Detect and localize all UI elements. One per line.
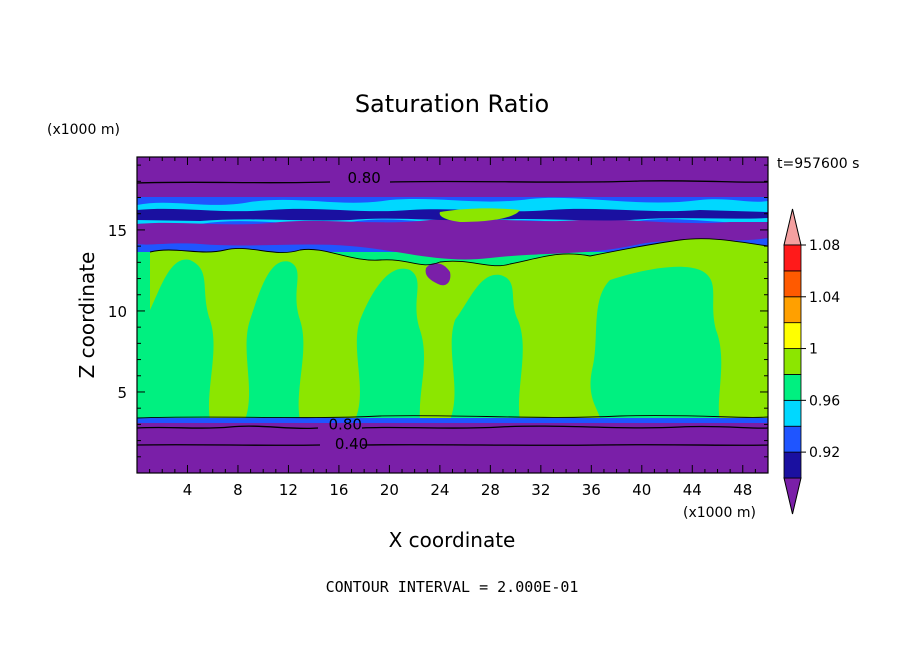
y-tick-label: 5 bbox=[117, 384, 127, 402]
x-axis-title: X coordinate bbox=[389, 528, 516, 552]
y-tick-label: 10 bbox=[108, 303, 127, 321]
contour-moist-outline bbox=[149, 238, 768, 267]
colorbar-label: 1.04 bbox=[809, 290, 840, 306]
layer-lower-dry bbox=[137, 420, 768, 473]
colorbar-band bbox=[783, 296, 802, 324]
colorbar-arrow-top bbox=[783, 208, 802, 246]
contour-080-upper bbox=[137, 180, 768, 184]
contour-040-lower bbox=[137, 444, 768, 446]
y-unit-label: (x1000 m) bbox=[47, 122, 120, 138]
contour-label: 0.80 bbox=[347, 169, 380, 187]
layer-upper-dry bbox=[137, 157, 768, 197]
x-tick-label: 4 bbox=[183, 481, 193, 499]
x-tick-label: 28 bbox=[481, 481, 500, 499]
x-tick-label: 8 bbox=[233, 481, 243, 499]
x-axis: 4 8 12 16 20 24 28 32 36 40 44 48 bbox=[149, 157, 756, 499]
colorbar-label: 0.96 bbox=[809, 393, 840, 409]
region-supersat-green bbox=[150, 238, 768, 420]
region-tropopause-dry bbox=[137, 218, 768, 260]
colorbar-band bbox=[783, 425, 802, 453]
region-upper-green bbox=[439, 208, 520, 222]
x-tick-label: 44 bbox=[683, 481, 702, 499]
y-axis: 5 10 15 bbox=[108, 164, 768, 458]
x-tick-label: 24 bbox=[430, 481, 449, 499]
contour-cloud-top bbox=[137, 415, 768, 419]
colorbar-band bbox=[783, 244, 802, 272]
contour-interval-footer: CONTOUR INTERVAL = 2.000E-01 bbox=[326, 578, 579, 596]
x-tick-label: 32 bbox=[531, 481, 550, 499]
colorbar-band bbox=[783, 451, 802, 479]
chart-title: Saturation Ratio bbox=[355, 90, 549, 118]
y-axis-title: Z coordinate bbox=[75, 252, 99, 379]
x-tick-label: 40 bbox=[632, 481, 651, 499]
x-unit-label: (x1000 m) bbox=[683, 505, 756, 521]
contour-label: 0.40 bbox=[335, 435, 368, 453]
colorbar-band bbox=[783, 322, 802, 349]
x-tick-label: 36 bbox=[582, 481, 601, 499]
plot-area: 0.80 0.80 0.40 bbox=[137, 157, 768, 473]
colorbar-label: 1.08 bbox=[809, 238, 840, 254]
x-tick-label: 16 bbox=[329, 481, 348, 499]
region-dry-pocket bbox=[425, 263, 451, 286]
y-tick-label: 15 bbox=[108, 222, 127, 240]
colorbar-band bbox=[783, 399, 802, 427]
x-tick-label: 12 bbox=[279, 481, 298, 499]
colorbar-label: 1 bbox=[809, 342, 818, 358]
contour-label: 0.80 bbox=[329, 415, 362, 433]
colorbar-label: 0.92 bbox=[809, 445, 840, 461]
x-tick-label: 48 bbox=[733, 481, 752, 499]
colorbar-band bbox=[783, 374, 802, 401]
colorbar-band bbox=[783, 348, 802, 375]
x-tick-label: 20 bbox=[380, 481, 399, 499]
time-label: t=957600 s bbox=[777, 156, 859, 172]
colorbar: 0.92 0.96 1 1.04 1.08 bbox=[783, 208, 840, 515]
contour-080-lower bbox=[137, 425, 768, 430]
layer-lower-boundary bbox=[137, 418, 768, 423]
colorbar-arrow-bottom bbox=[783, 477, 802, 515]
colorbar-band bbox=[783, 270, 802, 298]
